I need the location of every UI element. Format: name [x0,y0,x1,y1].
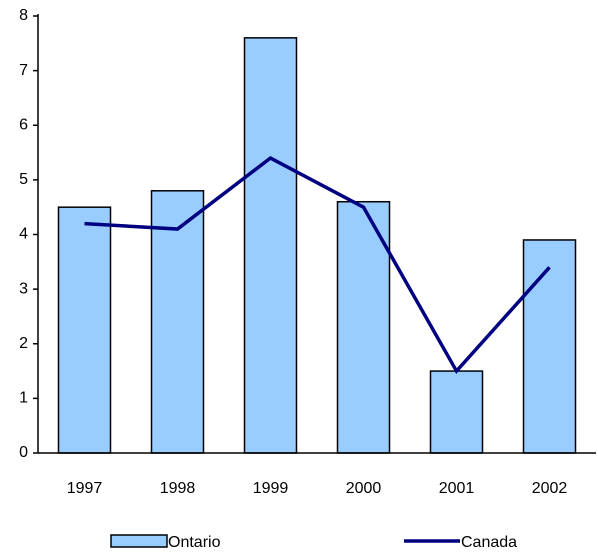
y-tick-label: 7 [19,62,28,79]
y-tick-label: 8 [19,7,28,24]
x-axis-ticks: 1997 1998 1999 2000 2001 2002 [67,480,568,497]
y-tick-label: 1 [19,390,28,407]
legend-canada-label: Canada [461,534,517,548]
x-tick-label: 2001 [439,480,475,497]
y-tick-label: 0 [19,444,28,461]
bar-ontario-2002 [524,240,576,453]
legend: Ontario Canada [111,534,517,548]
x-tick-label: 1997 [67,480,103,497]
x-tick-label: 1999 [253,480,289,497]
legend-ontario-swatch [111,535,167,547]
legend-ontario-label: Ontario [168,534,221,548]
x-tick-label: 2002 [532,480,568,497]
y-tick-label: 2 [19,335,28,352]
x-tick-label: 2000 [346,480,382,497]
y-tick-label: 6 [19,116,28,133]
x-tick-label: 1998 [160,480,196,497]
bar-ontario-1997 [59,207,111,453]
y-tick-label: 4 [19,226,28,243]
bar-ontario-1999 [245,38,297,453]
bar-series-group [59,38,576,453]
axes [38,14,596,453]
bar-ontario-2001 [431,371,483,453]
y-axis-ticks: 0 1 2 3 4 5 6 7 8 [19,7,38,461]
y-tick-label: 3 [19,280,28,297]
y-tick-label: 5 [19,171,28,188]
